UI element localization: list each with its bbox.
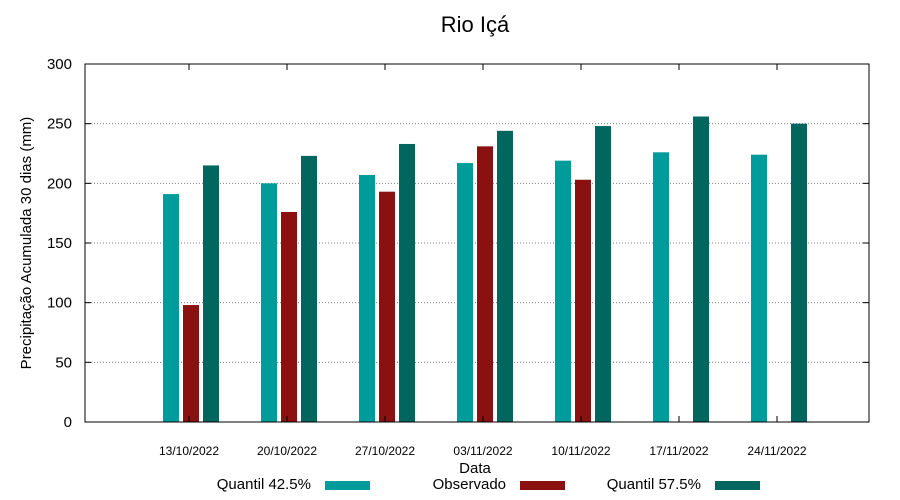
x-axis-ticks: 13/10/2022 20/10/2022 27/10/2022 03/11/2022… <box>159 64 807 458</box>
bar <box>379 191 395 422</box>
y-axis-ticks: 0 50 100 150 200 250 300 <box>47 56 869 431</box>
legend-swatch <box>715 481 760 490</box>
bar <box>575 179 591 422</box>
bar <box>399 143 415 422</box>
y-tick-label: 50 <box>55 354 72 371</box>
legend-swatch <box>520 481 565 490</box>
y-tick-label: 250 <box>47 116 72 133</box>
legend-label: Observado <box>433 476 506 493</box>
x-tick-label: 13/10/2022 <box>159 444 219 458</box>
bar <box>693 116 709 423</box>
y-tick-label: 150 <box>47 235 72 252</box>
bar <box>791 123 807 423</box>
bar <box>595 126 611 422</box>
bar <box>183 305 199 422</box>
legend-swatch <box>325 481 370 490</box>
bar <box>301 155 317 423</box>
bar <box>477 146 493 422</box>
x-tick-label: 20/10/2022 <box>257 444 317 458</box>
bar <box>751 154 767 422</box>
y-tick-label: 100 <box>47 295 72 312</box>
bar <box>653 152 669 422</box>
bar <box>359 174 375 422</box>
x-tick-label: 17/11/2022 <box>649 444 708 458</box>
x-axis-label: Data <box>459 460 491 477</box>
bar <box>281 211 297 422</box>
bar <box>555 160 571 422</box>
bar <box>457 163 473 422</box>
bars <box>163 116 807 423</box>
x-tick-label: 03/11/2022 <box>453 444 512 458</box>
bar <box>203 165 219 422</box>
bar <box>261 183 277 422</box>
legend-label: Quantil 57.5% <box>607 476 701 493</box>
bar <box>497 130 513 422</box>
y-tick-label: 0 <box>64 414 72 431</box>
x-tick-label: 10/11/2022 <box>551 444 610 458</box>
bar <box>163 194 179 422</box>
x-tick-label: 24/11/2022 <box>747 444 806 458</box>
y-axis-label: Precipitação Acumulada 30 dias (mm) <box>18 117 35 370</box>
x-tick-label: 27/10/2022 <box>355 444 415 458</box>
y-tick-label: 300 <box>47 56 72 73</box>
chart-title: Rio Içá <box>441 12 510 37</box>
legend-label: Quantil 42.5% <box>217 476 311 493</box>
y-tick-label: 200 <box>47 175 72 192</box>
legend: Quantil 42.5% Observado Quantil 57.5% <box>217 476 760 493</box>
